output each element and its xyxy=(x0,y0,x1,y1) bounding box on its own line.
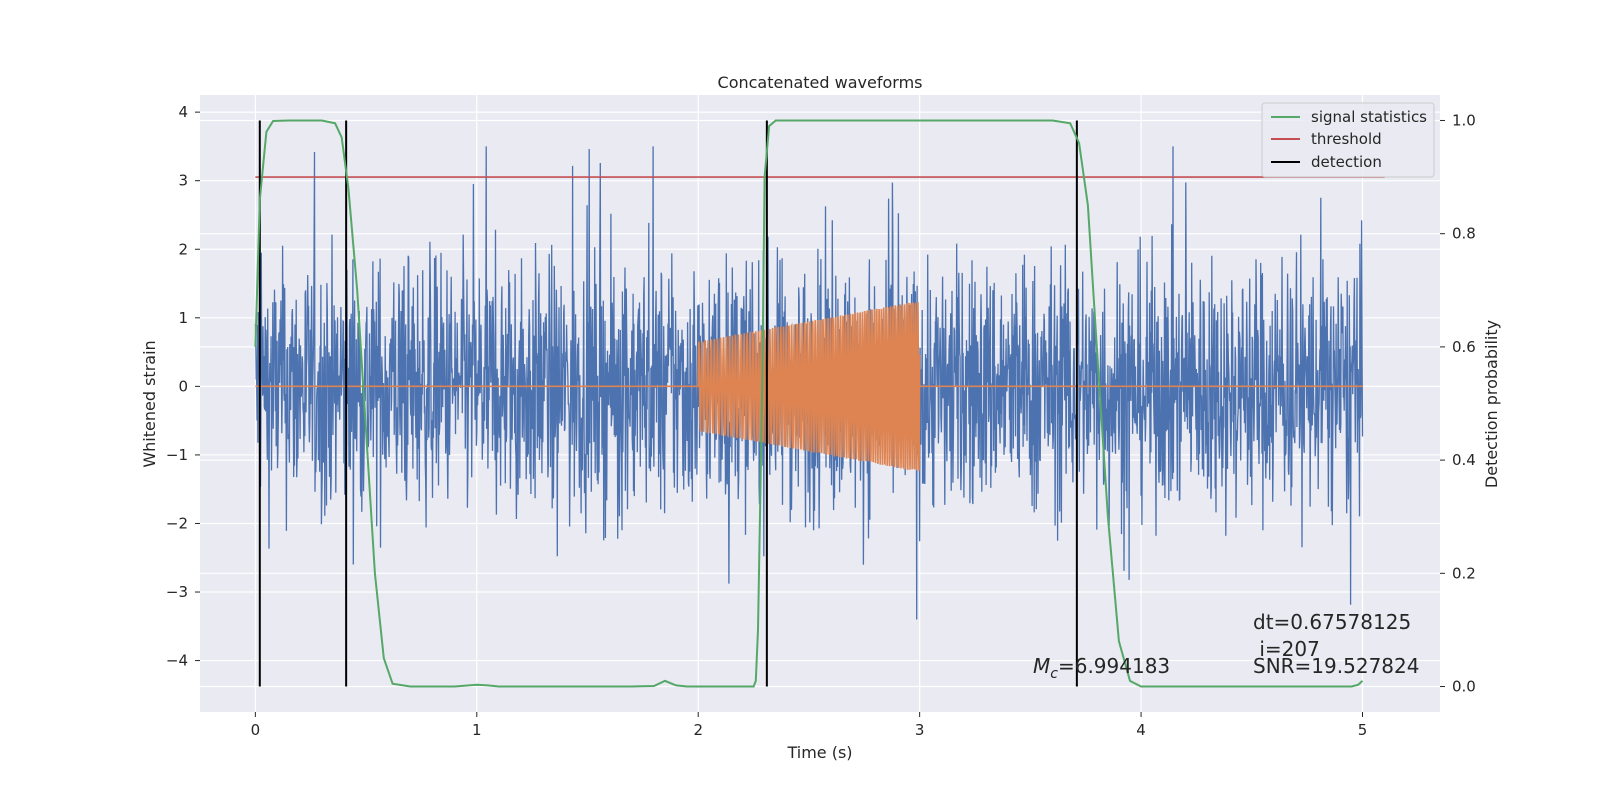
x-tick-label: 1 xyxy=(472,721,482,739)
dt-annotation: dt=0.67578125 xyxy=(1253,610,1411,634)
y-tick-label-right: 0.8 xyxy=(1452,225,1476,243)
x-tick-label: 3 xyxy=(915,721,925,739)
legend-label-signal-statistics: signal statistics xyxy=(1311,108,1427,126)
legend-label-threshold: threshold xyxy=(1311,130,1382,148)
chirp-mass-subscript: c xyxy=(1050,666,1058,682)
y-tick-label-right: 1.0 xyxy=(1452,111,1476,129)
index-annotation: i=207 xyxy=(1253,637,1320,661)
chart-title: Concatenated waveforms xyxy=(718,73,923,92)
signal-statistics-line xyxy=(254,119,1364,688)
chirp-mass-annotation: Mc=6.994183 xyxy=(1033,654,1170,682)
template-chirp-line xyxy=(255,301,1363,471)
x-tick-label: 5 xyxy=(1358,721,1368,739)
y-tick-label-left: 3 xyxy=(178,172,188,190)
x-tick-label: 0 xyxy=(251,721,261,739)
y-tick-label-right: 0.6 xyxy=(1452,338,1476,356)
y-tick-label-right: 0.4 xyxy=(1452,451,1476,469)
x-tick-label: 4 xyxy=(1136,721,1146,739)
legend-label-detection: detection xyxy=(1311,153,1382,171)
legend: signal statistics threshold detection xyxy=(1261,102,1435,178)
y-tick-label-left: −1 xyxy=(166,446,188,464)
x-axis-label: Time (s) xyxy=(786,743,852,762)
y-axis-label-left: Whitened strain xyxy=(140,340,159,467)
chirp-mass-value: =6.994183 xyxy=(1058,654,1170,678)
chirp-mass-symbol: M xyxy=(1033,654,1050,678)
y-tick-label-right: 0.0 xyxy=(1452,678,1476,696)
y-tick-label-left: −2 xyxy=(166,514,188,532)
series-layer xyxy=(254,119,1385,688)
snr-annotation: SNR=19.527824 xyxy=(1253,654,1419,678)
ticks-layer: 0 1 2 3 4 5 4 3 2 1 0 −1 −2 −3 −4 1.0 0.8 0.6 0.4 0.2 0.0 xyxy=(166,103,1476,739)
y-tick-label-left: −3 xyxy=(166,583,188,601)
y-tick-label-left: −4 xyxy=(166,652,188,670)
y-tick-label-right: 0.2 xyxy=(1452,564,1476,582)
y-tick-label-left: 1 xyxy=(178,309,188,327)
y-axis-label-right: Detection probability xyxy=(1482,320,1501,488)
legend-box xyxy=(1261,102,1435,178)
y-tick-label-left: 0 xyxy=(178,377,188,395)
annotations: Mc=6.994183 dt=0.67578125 i=207 SNR=19.5… xyxy=(1033,610,1419,682)
y-tick-label-left: 2 xyxy=(178,240,188,258)
y-tick-label-left: 4 xyxy=(178,103,188,121)
x-tick-label: 2 xyxy=(693,721,703,739)
